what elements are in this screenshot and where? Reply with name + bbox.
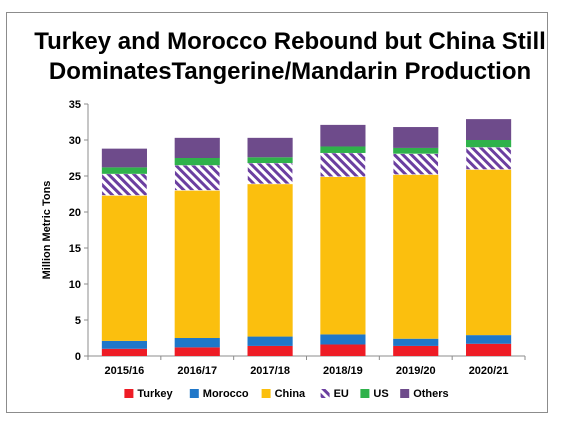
bar-segment-china bbox=[466, 169, 512, 336]
bar-segment-turkey bbox=[247, 345, 293, 356]
bar-segment-china bbox=[174, 190, 220, 338]
legend-swatch-others bbox=[400, 389, 410, 398]
y-tick-label: 30 bbox=[69, 135, 81, 147]
y-axis-title: Million Metric Tons bbox=[41, 181, 53, 280]
legend-label-china: China bbox=[275, 388, 306, 400]
bar-segment-us bbox=[247, 157, 293, 164]
bar-stack bbox=[101, 148, 148, 356]
bar-segment-others bbox=[393, 127, 439, 148]
bar-segment-morocco bbox=[466, 335, 512, 344]
bar-segment-turkey bbox=[393, 345, 439, 356]
legend-swatch-turkey bbox=[124, 389, 134, 398]
bar-segment-others bbox=[101, 148, 147, 168]
bar-stack bbox=[320, 124, 366, 356]
bar-segment-turkey bbox=[174, 347, 220, 356]
bar-segment-turkey bbox=[466, 343, 512, 356]
y-tick-label: 5 bbox=[75, 315, 81, 327]
legend-label-morocco: Morocco bbox=[203, 388, 249, 400]
y-tick-label: 0 bbox=[75, 351, 81, 363]
bar-segment-us bbox=[101, 167, 147, 174]
bar-stack bbox=[247, 137, 293, 356]
x-tick-label: 2018/19 bbox=[323, 365, 363, 377]
bar-segment-china bbox=[101, 195, 147, 341]
bar-segment-others bbox=[466, 119, 512, 140]
bar-segment-us bbox=[174, 158, 220, 166]
legend-label-us: US bbox=[373, 388, 388, 400]
bar-segment-china bbox=[320, 176, 366, 335]
bar-segment-eu bbox=[247, 162, 293, 185]
bar-segment-others bbox=[174, 137, 220, 158]
bar-segment-others bbox=[247, 137, 293, 158]
bar-segment-morocco bbox=[101, 340, 147, 349]
legend-swatch-eu bbox=[320, 389, 330, 398]
bar-segment-morocco bbox=[393, 338, 439, 346]
bar-segment-morocco bbox=[247, 336, 293, 346]
bar-segment-eu bbox=[392, 153, 439, 175]
bar-segment-eu bbox=[174, 164, 221, 191]
legend-label-turkey: Turkey bbox=[137, 388, 173, 400]
legend-label-others: Others bbox=[413, 388, 448, 400]
bar-segment-turkey bbox=[101, 348, 147, 356]
bar-stack bbox=[465, 119, 512, 356]
bar-stack bbox=[392, 127, 439, 356]
bar-segment-morocco bbox=[320, 334, 366, 345]
x-tick-label: 2019/20 bbox=[396, 365, 436, 377]
y-tick-label: 35 bbox=[69, 99, 81, 111]
y-tick-label: 20 bbox=[69, 207, 81, 219]
y-tick-label: 25 bbox=[69, 171, 81, 183]
legend-label-eu: EU bbox=[334, 388, 349, 400]
x-tick-label: 2016/17 bbox=[177, 365, 217, 377]
chart-title-line-2: DominatesTangerine/Mandarin Production bbox=[48, 58, 532, 85]
x-tick-label: 2020/21 bbox=[469, 365, 509, 377]
bar-segment-china bbox=[247, 183, 293, 337]
bar-segment-others bbox=[320, 124, 366, 147]
bar-segment-morocco bbox=[174, 338, 220, 348]
bar-segment-eu bbox=[101, 173, 148, 196]
bar-segment-china bbox=[393, 174, 439, 339]
legend-swatch-morocco bbox=[189, 389, 199, 398]
bar-segment-us bbox=[393, 147, 439, 154]
chart-title: Turkey and Morocco Rebound but China Sti… bbox=[0, 27, 580, 87]
y-tick-label: 15 bbox=[69, 243, 81, 255]
legend-swatch-us bbox=[360, 389, 370, 398]
bar-segment-eu bbox=[465, 146, 512, 170]
bar-segment-us bbox=[466, 140, 512, 148]
chart-title-line-1: Turkey and Morocco Rebound but China Sti… bbox=[34, 28, 546, 55]
legend-swatch-china bbox=[261, 389, 271, 398]
y-tick-label: 10 bbox=[69, 279, 81, 291]
bar-stack bbox=[174, 137, 221, 356]
x-tick-label: 2017/18 bbox=[250, 365, 290, 377]
bar-segment-turkey bbox=[320, 344, 366, 356]
bar-segment-us bbox=[320, 146, 366, 153]
x-tick-label: 2015/16 bbox=[105, 365, 145, 377]
bar-segment-eu bbox=[320, 152, 366, 177]
